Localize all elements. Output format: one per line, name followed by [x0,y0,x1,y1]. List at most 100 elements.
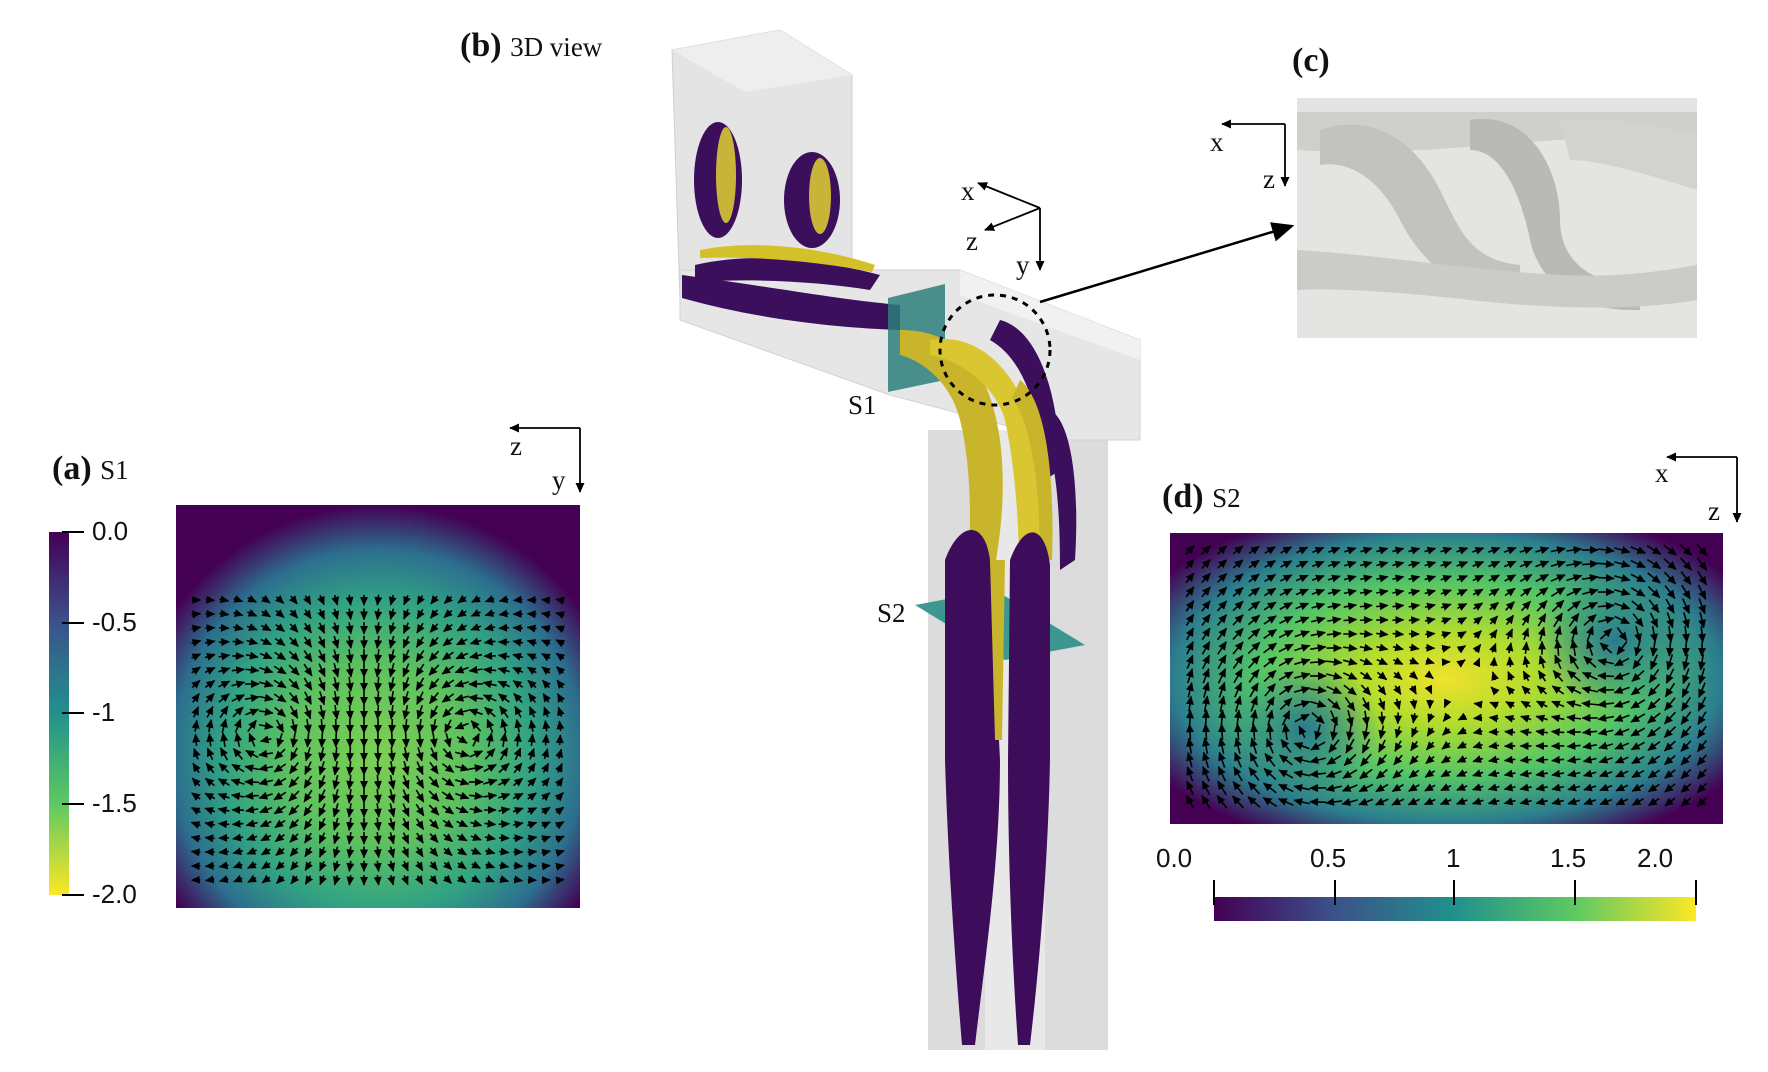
velocity-arrow [1554,654,1562,670]
velocity-arrow [1216,573,1228,583]
velocity-arrow [441,693,455,703]
velocity-arrow [1682,668,1690,685]
velocity-arrow [1597,602,1615,610]
velocity-arrow [1615,783,1629,792]
velocity-arrow [512,777,524,787]
velocity-arrow [1310,630,1326,639]
velocity-arrow [331,649,340,664]
velocity-arrow [1698,598,1706,615]
velocity-arrow [1376,643,1389,652]
velocity-arrow [542,719,551,732]
velocity-arrow [1411,726,1419,738]
velocity-arrow [387,803,396,818]
velocity-arrow [1457,726,1467,735]
velocity-arrow [1598,755,1613,764]
velocity-arrow [1581,686,1598,694]
velocity-arrow [555,639,566,648]
velocity-arrow [388,635,397,649]
velocity-arrow [261,609,272,618]
velocity-arrow [1664,697,1676,711]
velocity-arrow [1489,701,1500,710]
velocity-arrow [1647,726,1661,738]
velocity-arrow [1376,602,1389,611]
velocity-arrow [541,821,551,830]
velocity-arrow [232,706,244,718]
velocity-arrow [1630,699,1646,709]
velocity-arrow [1521,614,1531,626]
velocity-arrow [415,789,425,803]
velocity-arrow [1646,545,1662,555]
velocity-arrow [401,860,409,872]
velocity-arrow [1472,574,1484,583]
velocity-arrow [317,677,326,692]
velocity-arrow [233,874,243,883]
velocity-arrow [1535,573,1549,583]
velocity-arrow [555,652,566,662]
velocity-arrow [218,875,229,883]
velocity-arrow [443,847,453,857]
velocity-arrow [1278,684,1294,696]
velocity-arrow [1647,572,1661,584]
velocity-arrow [1680,725,1692,739]
velocity-arrow [1325,798,1343,806]
velocity-arrow [1503,797,1516,806]
velocity-arrow [1217,654,1227,670]
velocity-arrow [374,608,383,621]
velocity-arrow [1263,615,1277,625]
velocity-arrow [441,763,455,773]
velocity-arrow [1294,686,1311,694]
velocity-arrow [1567,783,1581,792]
velocity-arrow [1279,574,1293,583]
axes-d [1666,452,1742,523]
velocity-arrow [1647,755,1661,765]
velocity-arrow [512,624,523,633]
velocity-arrow [1456,783,1468,791]
velocity-arrow [1472,755,1484,763]
velocity-arrow [1457,616,1468,625]
velocity-arrow [456,623,468,632]
velocity-arrow [526,624,537,633]
velocity-arrow [204,653,216,661]
velocity-arrow [273,791,287,801]
velocity-arrow [274,637,286,647]
velocity-arrow [205,705,214,718]
velocity-arrow [1232,614,1244,626]
velocity-arrow [1535,714,1548,723]
velocity-arrow [332,746,341,762]
velocity-arrow [1263,767,1277,781]
velocity-arrow [1293,742,1310,750]
velocity-arrow [443,861,453,870]
velocity-arrow [290,732,299,748]
velocity-arrow [346,860,355,872]
velocity-arrow [1424,546,1437,555]
velocity-arrow [482,666,497,675]
velocity-arrow [415,761,424,776]
velocity-arrow [304,847,313,858]
velocity-arrow [1408,546,1421,555]
velocity-arrow [304,832,313,844]
velocity-arrow [1185,795,1195,809]
velocity-arrow [1522,670,1531,682]
velocity-arrow [1630,684,1646,696]
velocity-arrow [1664,754,1676,766]
velocity-arrow [1216,600,1228,612]
velocity-arrow [1263,656,1277,668]
velocity-arrow [1647,783,1660,793]
velocity-arrow [471,860,481,869]
velocity-arrow [1553,612,1563,628]
velocity-arrow [259,819,272,828]
velocity-arrow [527,762,536,774]
velocity-arrow [528,706,537,718]
velocity-arrow [1473,713,1483,722]
velocity-arrow [442,637,454,647]
velocity-arrow [485,847,496,856]
velocity-arrow [1280,738,1292,753]
velocity-arrow [415,846,424,858]
velocity-arrow [1582,588,1599,596]
velocity-arrow [261,874,272,884]
velocity-arrow [332,803,341,818]
velocity-arrow [469,637,482,646]
velocity-arrow [1375,768,1388,780]
velocity-arrow [1647,698,1661,710]
velocity-arrow [1201,795,1211,809]
